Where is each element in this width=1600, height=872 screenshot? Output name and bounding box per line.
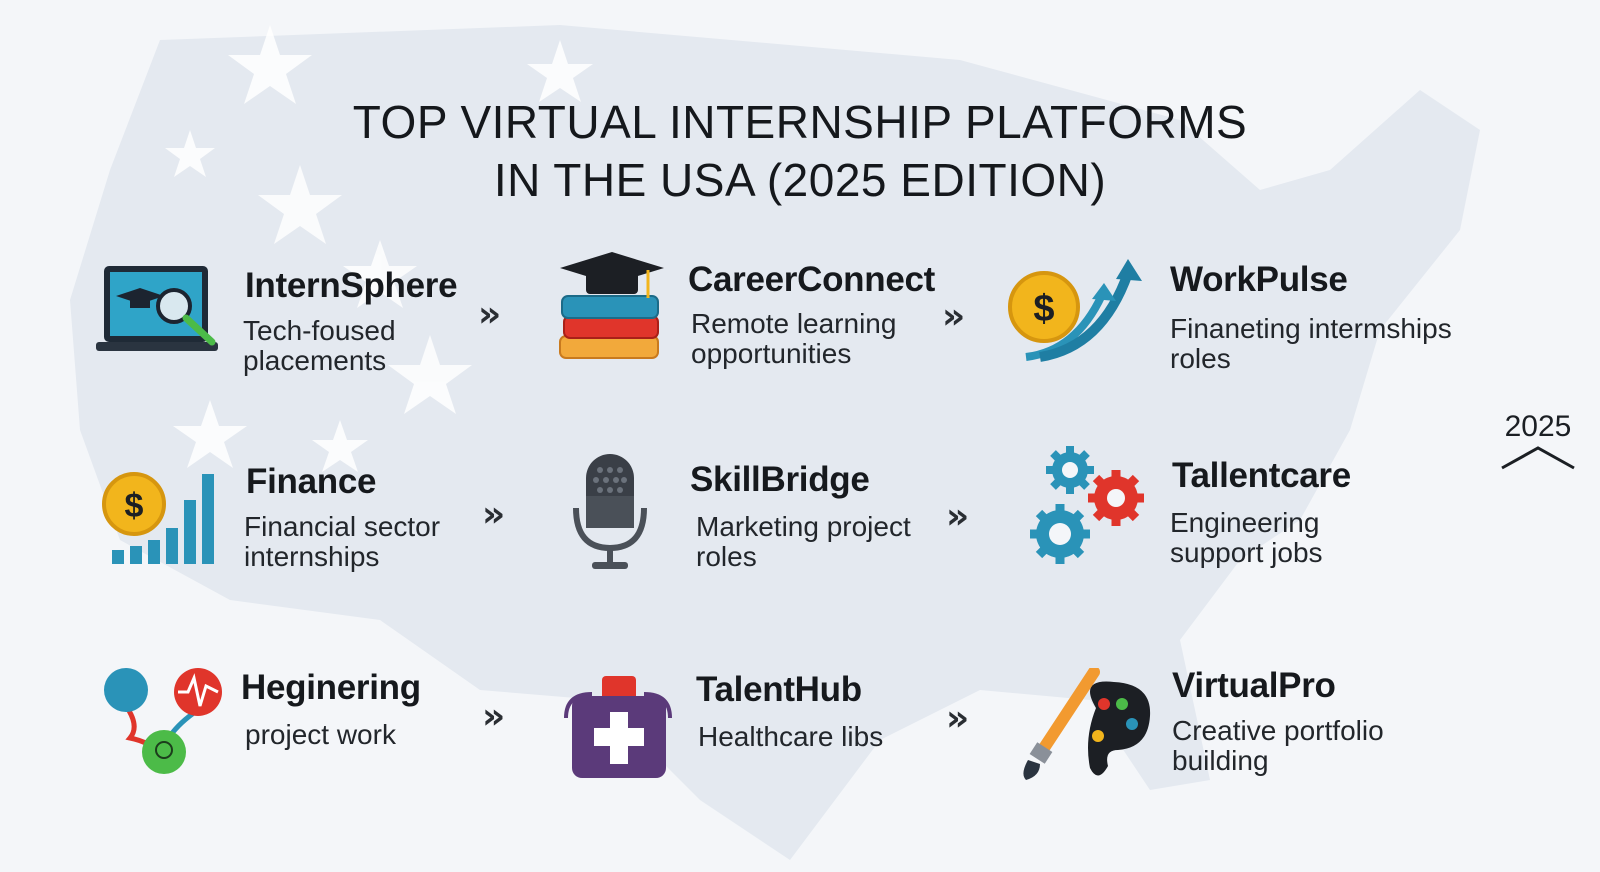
- platform-desc-skillbridge: Marketing project roles: [696, 511, 911, 572]
- star: [527, 40, 593, 102]
- platform-name-talenthub: TalentHub: [696, 670, 862, 709]
- coin-bar-chart-icon: $: [102, 472, 214, 564]
- platform-name-finance: Finance: [246, 462, 377, 501]
- platform-name-skillbridge: SkillBridge: [690, 460, 870, 499]
- platform-desc-talenthub: Healthcare libs: [698, 721, 884, 752]
- title-line-2: IN THE USA (2025 EDITION): [493, 153, 1107, 206]
- chevron-up-icon: [1501, 446, 1575, 470]
- page-title: TOP VIRTUAL INTERNSHIP PLATFORMS IN THE …: [0, 93, 1600, 209]
- chevron-right-icon: »: [946, 496, 969, 537]
- platform-name-careerconnect: CareerConnect: [688, 260, 936, 299]
- chevron-right-icon: »: [478, 294, 501, 335]
- platform-desc-internsphere: Tech-foused placements: [243, 315, 396, 376]
- svg-text:$: $: [125, 487, 144, 525]
- platform-desc-finance: Financial sector internships: [244, 511, 441, 572]
- star: [258, 165, 342, 244]
- platform-name-tallentcare: Tallentcare: [1172, 456, 1351, 495]
- star: [312, 420, 368, 472]
- books-graduation-cap-icon: [559, 252, 664, 359]
- year-label: 2025: [1504, 410, 1572, 443]
- laptop-magnifier-icon: [96, 266, 218, 351]
- platform-desc-heginering: project work: [245, 719, 396, 750]
- star-decorations: [165, 25, 593, 472]
- chevron-right-icon: »: [946, 698, 969, 739]
- star: [228, 25, 312, 104]
- us-map-shape: [70, 25, 1480, 860]
- year-badge: 2025: [1498, 410, 1578, 475]
- platform-desc-tallentcare: Engineering support jobs: [1170, 507, 1323, 568]
- star: [165, 130, 215, 177]
- chevron-right-icon: »: [482, 494, 505, 535]
- platform-desc-virtualpro: Creative portfolio building: [1172, 715, 1384, 776]
- star: [173, 400, 247, 468]
- star: [343, 240, 417, 308]
- svg-text:$: $: [1033, 288, 1054, 330]
- microphone-icon: [573, 454, 647, 569]
- platform-name-internsphere: InternSphere: [245, 266, 458, 305]
- platform-desc-workpulse: Finaneting intermships roles: [1170, 313, 1452, 374]
- platform-name-heginering: Heginering: [241, 668, 421, 707]
- chevron-right-icon: »: [482, 696, 505, 737]
- coin-growth-arrows-icon: $: [1008, 259, 1142, 362]
- star: [388, 335, 472, 414]
- title-line-1: TOP VIRTUAL INTERNSHIP PLATFORMS: [352, 95, 1248, 148]
- platform-name-virtualpro: VirtualPro: [1172, 666, 1336, 705]
- platform-name-workpulse: WorkPulse: [1170, 260, 1348, 299]
- chevron-right-icon: »: [942, 296, 965, 337]
- paintbrush-palette-icon: [1023, 668, 1151, 780]
- gears-icon: [1030, 446, 1144, 564]
- medical-kit-icon: [564, 676, 672, 778]
- connected-nodes-icon: [104, 668, 222, 774]
- platform-desc-careerconnect: Remote learning opportunities: [691, 308, 897, 369]
